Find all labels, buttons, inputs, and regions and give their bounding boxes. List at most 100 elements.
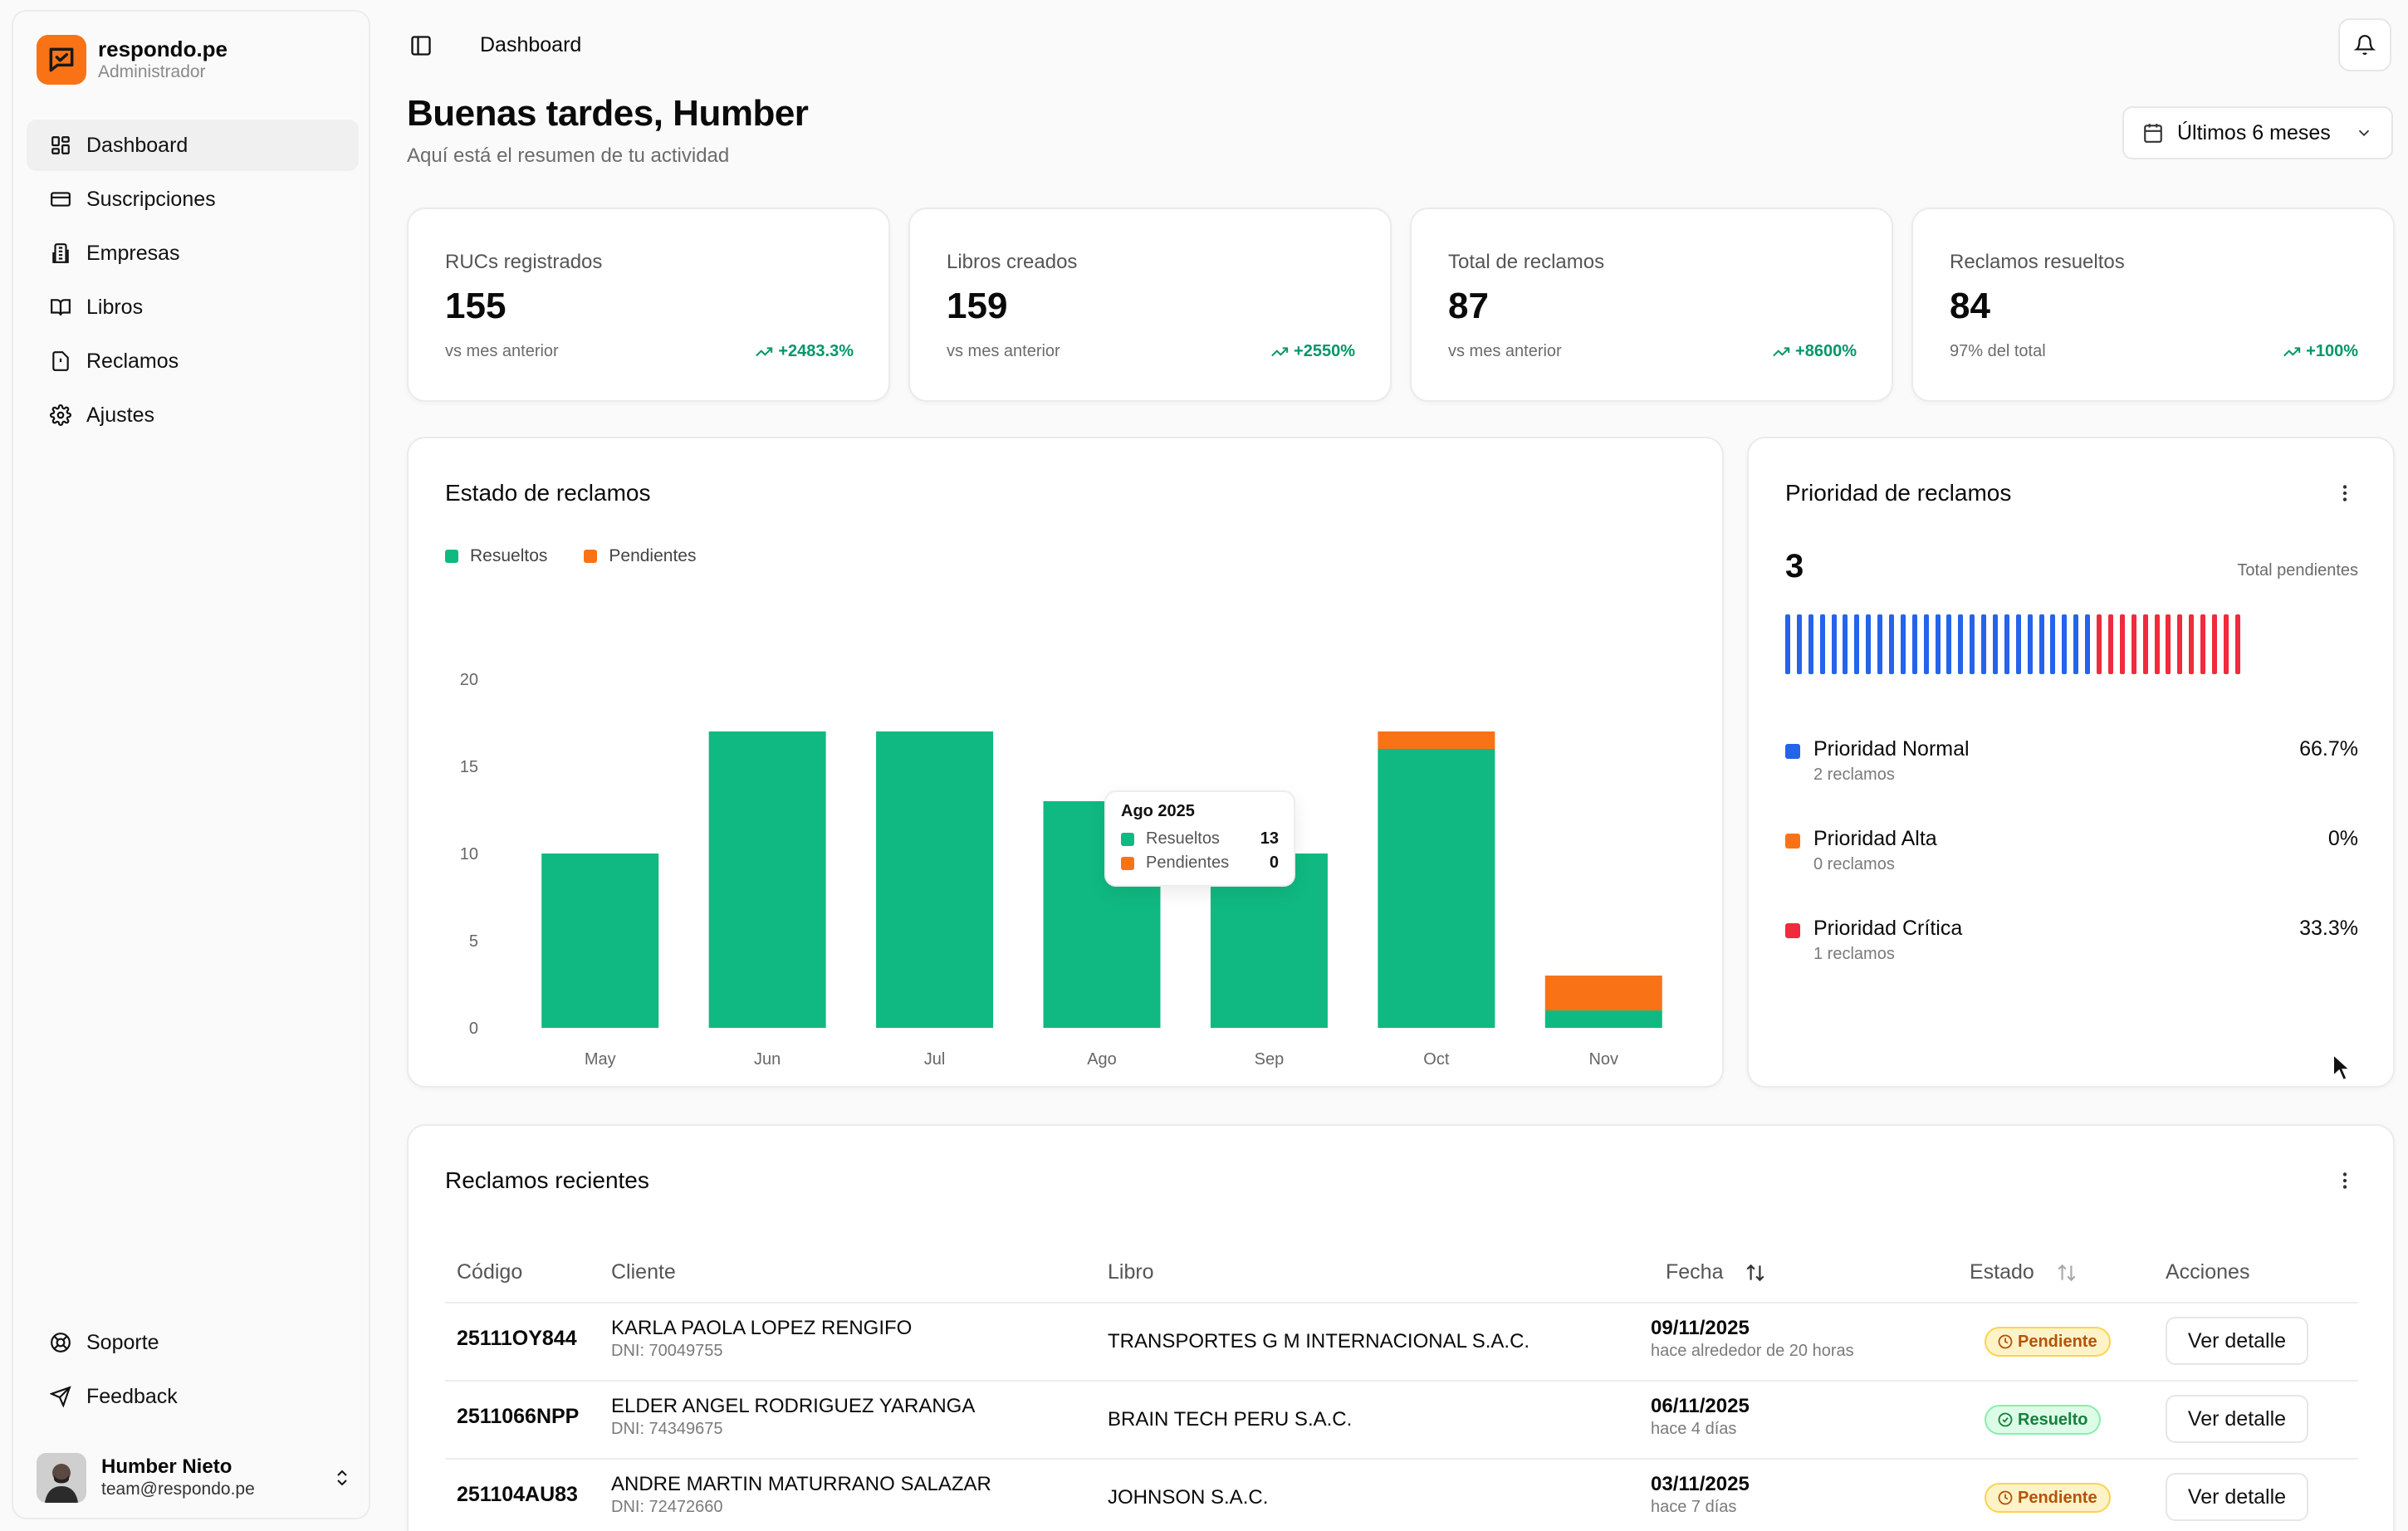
column-header-estado[interactable]: Estado	[1970, 1260, 2078, 1284]
view-detail-button[interactable]: Ver detalle	[2166, 1473, 2308, 1521]
sidebar-toggle-button[interactable]	[405, 30, 437, 61]
sort-icon	[2058, 1264, 2076, 1281]
stat-label: Libros creados	[947, 251, 1078, 273]
avatar	[37, 1453, 86, 1503]
stat-value: 155	[445, 286, 507, 326]
bar-resueltos-oct[interactable]	[1378, 749, 1495, 1028]
page-subtitle: Aquí está el resumen de tu actividad	[407, 144, 730, 167]
sidebar-item-empresas[interactable]: Empresas	[27, 227, 359, 279]
x-tick-label: May	[585, 1050, 616, 1069]
bar-resueltos-jul[interactable]	[876, 731, 994, 1028]
tooltip-value: 13	[1260, 829, 1279, 848]
row-client: ELDER ANGEL RODRIGUEZ YARANGA DNI: 74349…	[611, 1395, 975, 1440]
stat-label: RUCs registrados	[445, 251, 603, 273]
row-date: 09/11/2025 hace alrededor de 20 horas	[1651, 1317, 1854, 1362]
row-book: TRANSPORTES G M INTERNACIONAL S.A.C.	[1108, 1330, 1530, 1352]
user-menu[interactable]: Humber Nieto team@respondo.pe	[37, 1450, 352, 1506]
sidebar-item-feedback[interactable]: Feedback	[27, 1371, 359, 1422]
user-name: Humber Nieto	[101, 1455, 232, 1478]
priority-bar-normal	[1993, 614, 1999, 674]
row-date-relative: hace alrededor de 20 horas	[1651, 1342, 1854, 1360]
recientes-menu-button[interactable]	[2328, 1164, 2362, 1197]
bar-resueltos-may[interactable]	[541, 854, 659, 1028]
row-code: 2511066NPP	[457, 1405, 580, 1428]
priority-bar-critica	[2200, 614, 2206, 674]
column-header-acciones: Acciones	[2166, 1260, 2250, 1284]
prioridad-menu-button[interactable]	[2328, 477, 2362, 510]
priority-bar-normal	[1911, 614, 1917, 674]
bar-pendientes-nov[interactable]	[1544, 976, 1662, 1010]
priority-bar-normal	[1877, 614, 1883, 674]
sidebar-item-ajustes[interactable]: Ajustes	[27, 389, 359, 441]
pending-total-label: Total pendientes	[2237, 561, 2358, 580]
priority-bar-critica	[2234, 614, 2240, 674]
clock-icon	[1998, 1490, 2013, 1505]
priority-bar-normal	[2085, 614, 2091, 674]
view-detail-button[interactable]: Ver detalle	[2166, 1395, 2308, 1443]
card-title: Reclamos recientes	[445, 1167, 649, 1193]
view-detail-button[interactable]: Ver detalle	[2166, 1317, 2308, 1365]
bar-pendientes-oct[interactable]	[1378, 731, 1495, 749]
stat-trend-value: +2483.3%	[778, 342, 854, 360]
row-client-doc: DNI: 72472660	[611, 1498, 723, 1516]
sidebar-item-label: Libros	[86, 295, 144, 319]
sidebar-item-libros[interactable]: Libros	[27, 281, 359, 333]
calendar-icon	[2144, 124, 2162, 143]
card-title: Prioridad de reclamos	[1785, 480, 2012, 506]
priority-bar-normal	[1981, 614, 1987, 674]
tooltip-swatch	[1121, 856, 1134, 870]
notifications-button[interactable]	[2338, 18, 2391, 71]
priority-bar-critica	[2131, 614, 2136, 674]
stat-card-rucs: RUCs registrados 155 vs mes anterior +24…	[407, 208, 890, 402]
card-title: Estado de reclamos	[445, 480, 651, 506]
stat-footnote: 97% del total	[1950, 342, 2046, 360]
legend-item-resueltos[interactable]: Resueltos	[445, 546, 547, 566]
bar-resueltos-jun[interactable]	[708, 731, 826, 1028]
brand-role: Administrador	[98, 62, 206, 81]
page-title: Buenas tardes, Humber	[407, 93, 809, 134]
priority-bar-normal	[1796, 614, 1802, 674]
chevron-down-icon	[2358, 130, 2370, 137]
column-header-fecha[interactable]: Fecha	[1666, 1260, 1766, 1284]
estado-bar-chart: 0 5 10 15 20 May Jun Jul Ago Sep Oct Nov	[460, 671, 1662, 1069]
clock-icon	[1998, 1334, 2013, 1349]
trending-up-icon	[1773, 346, 1790, 356]
trending-up-icon	[1271, 346, 1289, 356]
status-badge: Pendiente	[1985, 1483, 2111, 1513]
sort-icon	[1746, 1264, 1765, 1281]
x-tick-label: Ago	[1087, 1050, 1117, 1069]
priority-bar-normal	[1935, 614, 1941, 674]
sidebar-item-suscripciones[interactable]: Suscripciones	[27, 174, 359, 225]
stat-card-resueltos: Reclamos resueltos 84 97% del total +100…	[1911, 208, 2395, 402]
row-date-relative: hace 4 días	[1651, 1420, 1737, 1438]
panel-left-icon	[411, 36, 431, 56]
sidebar-item-label: Ajustes	[86, 403, 154, 427]
priority-count: 0 reclamos	[1813, 855, 1895, 873]
brand[interactable]: respondo.pe Administrador	[37, 35, 228, 85]
sidebar-item-reclamos[interactable]: Reclamos	[27, 335, 359, 387]
tooltip-title: Ago 2025	[1121, 802, 1195, 820]
sidebar-item-soporte[interactable]: Soporte	[27, 1317, 359, 1368]
mouse-cursor-icon	[2332, 1052, 2355, 1087]
breadcrumb: Dashboard	[480, 33, 582, 56]
more-vertical-icon	[2342, 485, 2347, 501]
date-range-select[interactable]: Últimos 6 meses	[2122, 106, 2393, 159]
recientes-card: Reclamos recientes Código Cliente Libro …	[407, 1124, 2395, 1531]
priority-count: 1 reclamos	[1813, 945, 1895, 963]
chart-tooltip: Ago 2025 Resueltos 13 Pendientes 0	[1104, 790, 1295, 887]
legend-swatch	[445, 550, 458, 563]
sidebar-item-dashboard[interactable]: Dashboard	[27, 120, 359, 171]
priority-percent: 33.3%	[2299, 917, 2358, 940]
row-book: BRAIN TECH PERU S.A.C.	[1108, 1408, 1353, 1431]
status-label: Pendiente	[2018, 1332, 2097, 1351]
priority-bar-normal	[2027, 614, 2033, 674]
stat-footnote: vs mes anterior	[1448, 342, 1562, 360]
bell-icon	[2354, 35, 2376, 55]
legend-item-pendientes[interactable]: Pendientes	[584, 546, 696, 566]
legend-label: Resueltos	[470, 546, 548, 565]
tooltip-label: Pendientes	[1146, 854, 1230, 872]
lifebuoy-icon	[51, 1333, 71, 1352]
stat-trend-value: +100%	[2306, 342, 2358, 360]
brand-name: respondo.pe	[98, 37, 228, 61]
bar-resueltos-nov[interactable]	[1544, 1010, 1662, 1028]
